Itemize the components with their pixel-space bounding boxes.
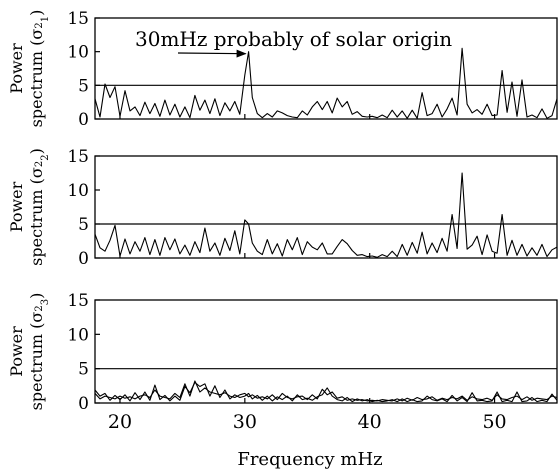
y-tick-label: 10 [67, 181, 89, 201]
y-tick-label: 15 [67, 291, 89, 311]
x-tick-label: 50 [482, 411, 506, 433]
plot-frame [94, 17, 558, 120]
series-line-1 [94, 47, 558, 119]
y-tick-label: 0 [78, 110, 89, 130]
y-axis-label-line2: spectrum (σ21) [27, 10, 51, 128]
panel-1: 0 5 10 15 Power spectrum (σ21) [7, 9, 558, 130]
y-tick-label: 15 [67, 147, 89, 167]
x-tick-label: 30 [233, 411, 257, 433]
x-tick-label: 40 [358, 411, 382, 433]
series-line-1 [94, 172, 558, 258]
x-axis-label: Frequency mHz [237, 449, 382, 470]
y-tick-label: 10 [67, 325, 89, 345]
y-tick-label: 5 [78, 360, 89, 380]
y-axis-label-line1: Power [7, 181, 26, 232]
y-tick-label: 0 [78, 249, 89, 269]
annotation-text: 30mHz probably of solar origin [135, 27, 452, 51]
plot-frame [94, 299, 558, 404]
panel-2: 0 5 10 15 Power spectrum (σ22) [7, 147, 558, 269]
panel-3: 0 5 10 15 Power spectrum (σ23) [7, 291, 558, 414]
annotation-arrow [177, 49, 247, 58]
x-tick-label: 20 [108, 411, 132, 433]
y-tick-label: 5 [78, 76, 89, 96]
y-tick-label: 15 [67, 9, 89, 29]
y-tick-label: 5 [78, 215, 89, 235]
y-axis-label-line1: Power [7, 326, 26, 377]
y-axis-label-line2: spectrum (σ23) [27, 293, 51, 411]
y-tick-label: 10 [67, 43, 89, 63]
y-axis-label-line2: spectrum (σ22) [27, 148, 51, 266]
plot-frame [94, 155, 558, 259]
series-line-2 [94, 380, 558, 402]
y-axis-label-line1: Power [7, 43, 26, 94]
y-tick-label: 0 [78, 394, 89, 414]
